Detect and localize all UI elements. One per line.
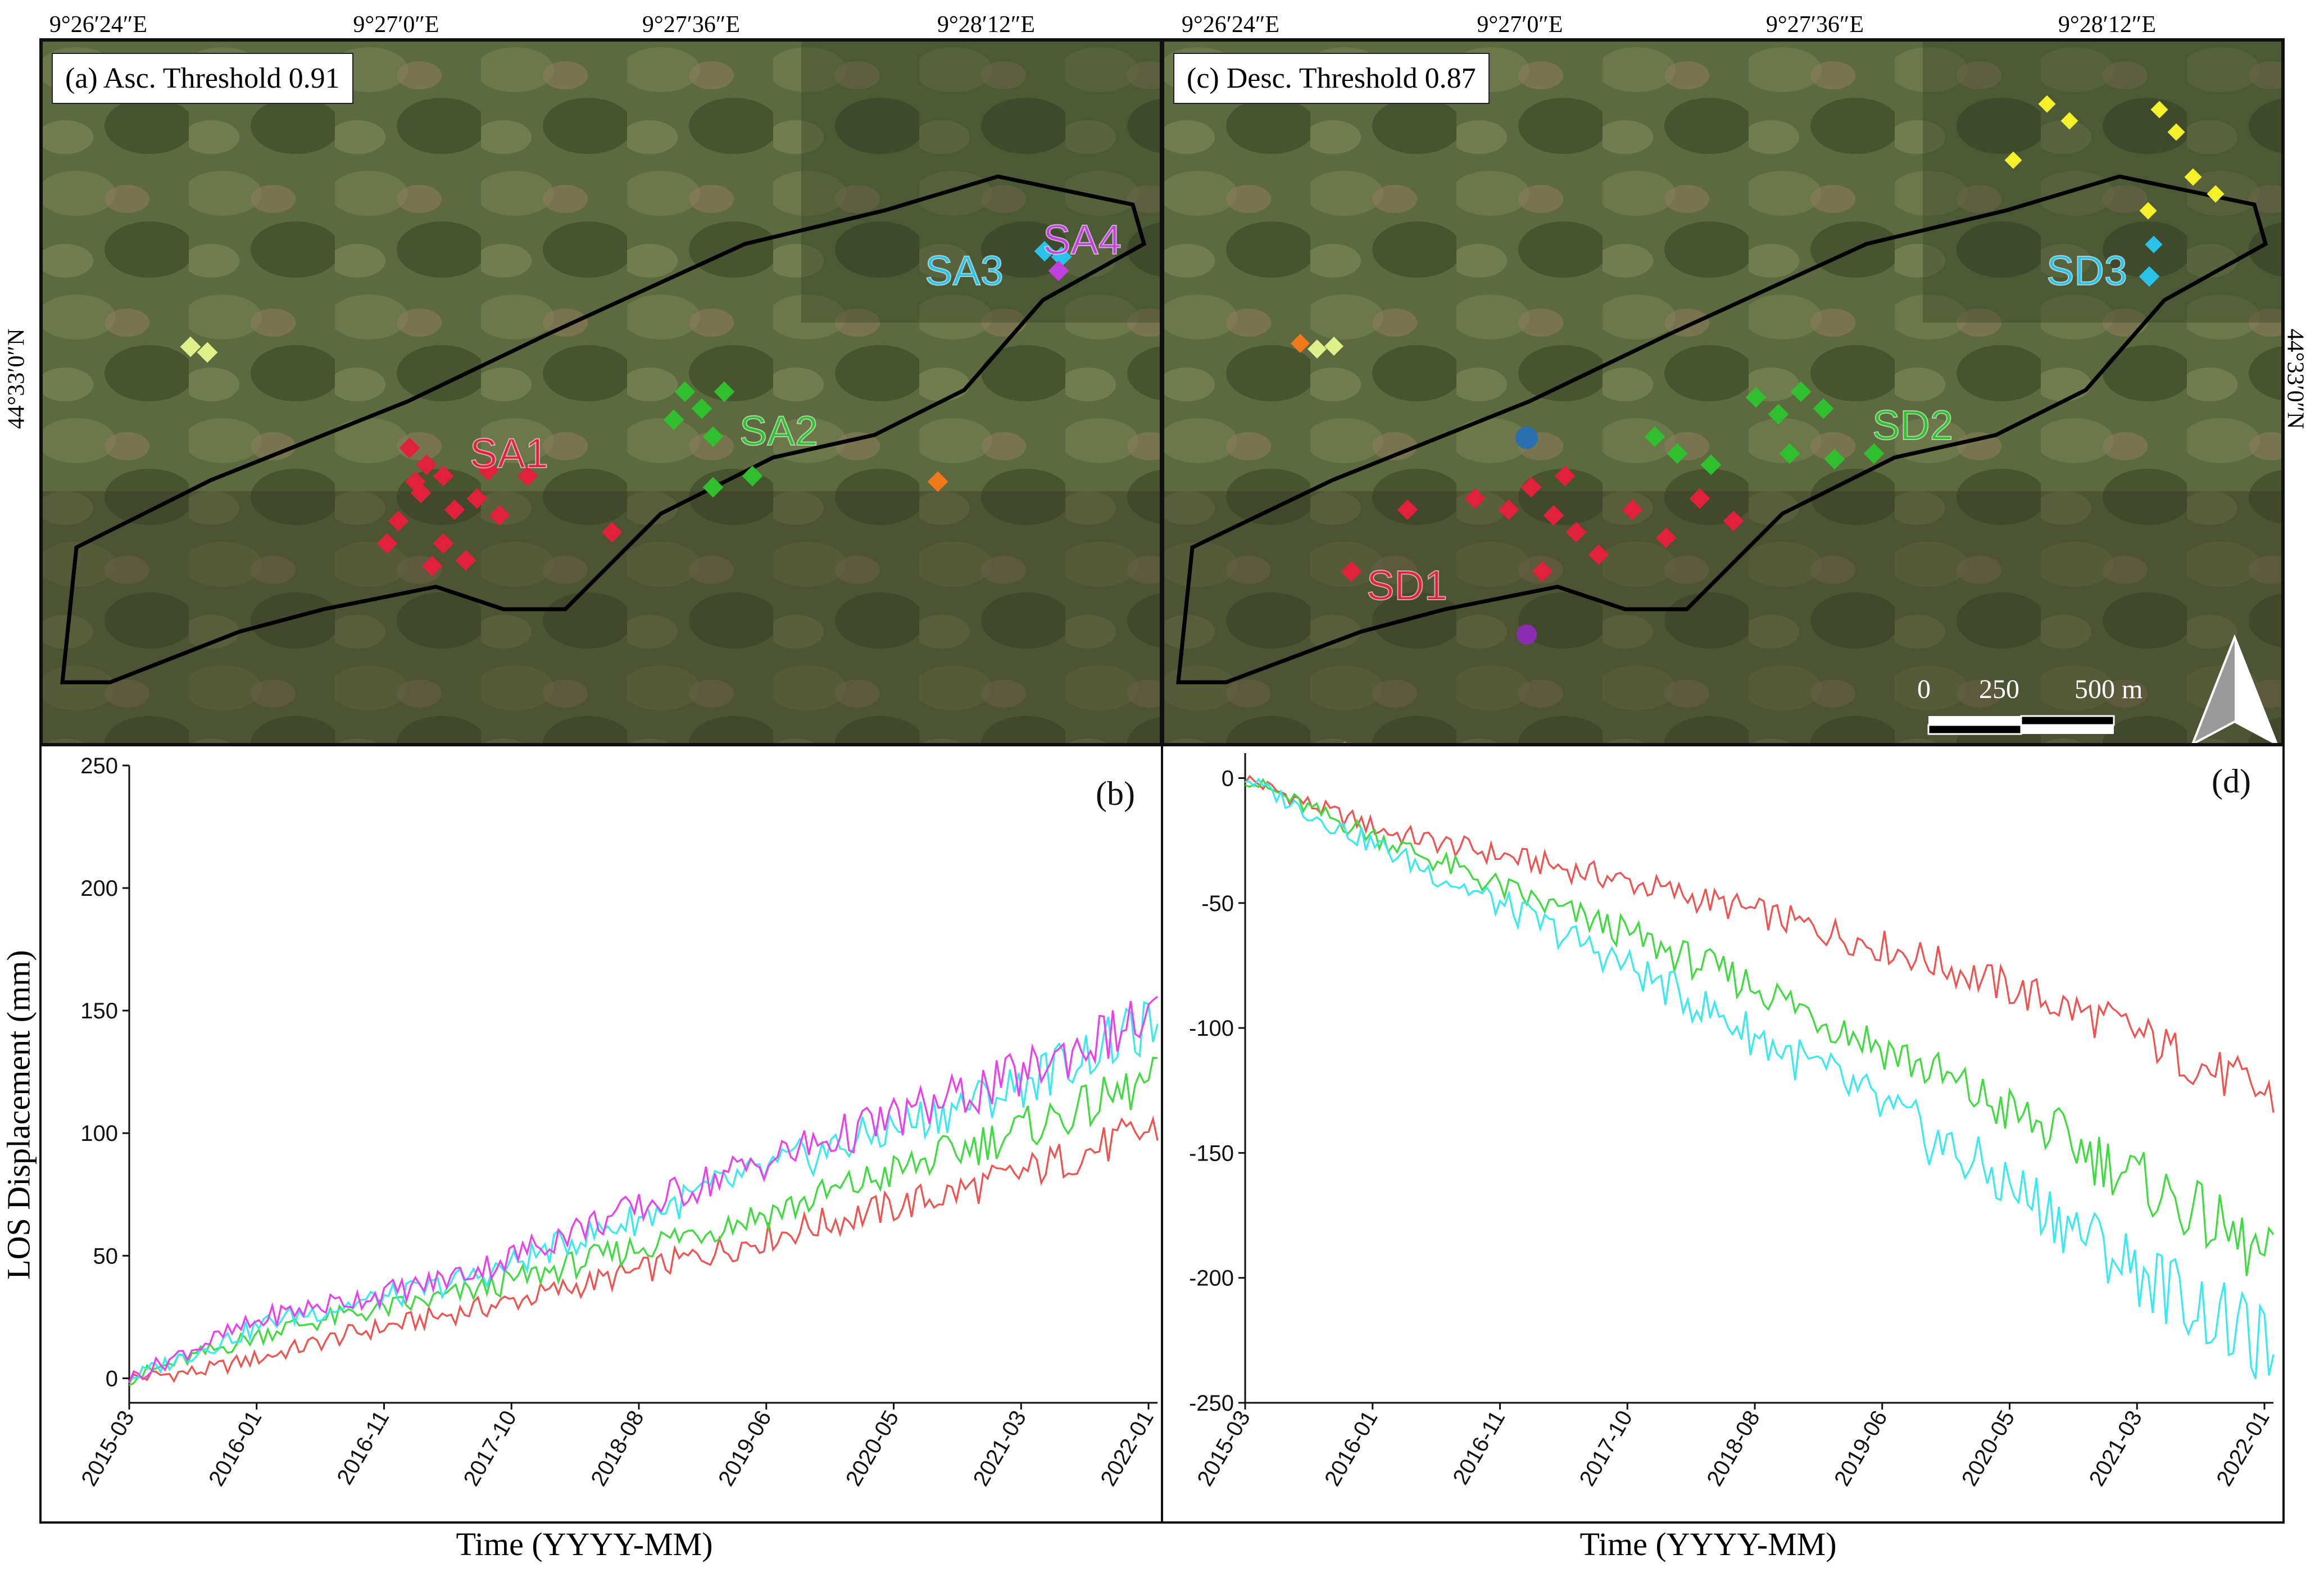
x-tick-label: 2016-11: [332, 1407, 394, 1489]
series-line-SD1: [1244, 774, 2275, 1113]
chart-b: 0 50 100 150 200 250 2015-03 2016-01 2016-11 2017…: [76, 754, 1159, 1490]
cluster-points-c: [1291, 95, 2225, 743]
cluster-points-a: [180, 241, 1072, 577]
scale-bar: [1927, 715, 2115, 735]
panel-c-title: (c) Desc. Threshold 0.87: [1173, 53, 1490, 104]
label-sd2: SD2: [1872, 401, 1954, 449]
x-tick-label: 2017-10: [1575, 1407, 1638, 1490]
lon-label-c1: 9°26′24″E: [1181, 12, 1280, 38]
series-line-SA3: [128, 1001, 1159, 1383]
series-line-SD3: [1245, 777, 2275, 1379]
satellite-map-a: [43, 42, 1160, 743]
x-tick-label: 2018-08: [1702, 1407, 1765, 1490]
label-sa2: SA2: [739, 407, 819, 455]
y-tick-label: 150: [80, 999, 118, 1023]
label-sd3: SD3: [2046, 247, 2128, 294]
lon-label-a3: 9°27′36″E: [642, 12, 741, 38]
series-line-SA1: [128, 1115, 1159, 1384]
lon-label-a4: 9°28′12″E: [937, 12, 1036, 38]
lon-label-a1: 9°26′24″E: [49, 12, 148, 38]
label-sa4: SA4: [1042, 216, 1122, 264]
scale-label-500: 500 m: [2075, 674, 2143, 704]
label-sa3: SA3: [924, 247, 1004, 294]
lat-label-right: 44°33′0″N: [2282, 328, 2308, 429]
panel-a-title: (a) Asc. Threshold 0.91: [52, 53, 353, 104]
scale-label-250: 250: [1979, 674, 2019, 704]
y-tick-label: -200: [1189, 1266, 1234, 1291]
plot-panel-d-frame: [1161, 746, 2285, 1524]
lon-label-a2: 9°27′0″E: [353, 12, 439, 38]
series-line-SA2: [129, 1057, 1158, 1386]
series-line-SA4: [128, 996, 1158, 1383]
satellite-map-c: [1164, 42, 2281, 743]
map-panel-ascending: (a) Asc. Threshold 0.91 SA1 SA2 SA3 SA4: [39, 38, 1163, 746]
series-line-SD2: [1245, 777, 2275, 1276]
y-tick-label: 200: [80, 876, 118, 901]
map-panel-descending: (c) Desc. Threshold 0.87 SD1 SD2 SD3 0 2…: [1161, 38, 2285, 746]
label-sd1: SD1: [1366, 561, 1448, 609]
x-tick-label: 2020-05: [1957, 1407, 2020, 1490]
panel-letter: (b): [1096, 775, 1135, 812]
x-tick-label: 2019-06: [1830, 1407, 1892, 1490]
x-tick-label: 2016-01: [204, 1407, 267, 1490]
x-tick-label: 2019-06: [714, 1407, 777, 1490]
y-tick-label: -150: [1189, 1141, 1234, 1166]
y-tick-label: 0: [106, 1366, 118, 1391]
north-arrow-icon: [2191, 634, 2278, 743]
y-tick-label: -250: [1189, 1391, 1234, 1416]
x-tick-label: 2017-10: [459, 1407, 522, 1490]
label-sa1: SA1: [469, 429, 549, 477]
lat-label-left: 44°33′0″N: [3, 328, 30, 429]
x-tick-label: 2020-05: [841, 1407, 904, 1490]
panel-letter: (d): [2212, 763, 2251, 800]
scale-label-0: 0: [1917, 674, 1931, 704]
x-tick-label: 2015-03: [76, 1407, 139, 1490]
x-axis-title-b: Time (YYYY-MM): [456, 1526, 713, 1562]
y-tick-label: 0: [1222, 766, 1234, 791]
lon-label-c3: 9°27′36″E: [1765, 12, 1864, 38]
x-tick-label: 2016-11: [1448, 1407, 1510, 1489]
x-tick-label: 2016-01: [1320, 1407, 1383, 1490]
lon-label-c2: 9°27′0″E: [1477, 12, 1563, 38]
x-axis-title-d: Time (YYYY-MM): [1579, 1526, 1837, 1562]
x-tick-label: 2015-03: [1192, 1407, 1255, 1490]
y-tick-label: -100: [1189, 1016, 1234, 1041]
y-tick-label: -50: [1201, 891, 1234, 916]
y-tick-label: 250: [80, 754, 118, 778]
x-tick-label: 2018-08: [586, 1407, 649, 1490]
y-tick-label: 100: [80, 1121, 118, 1146]
x-tick-label: 2021-03: [2085, 1407, 2148, 1490]
lon-label-c4: 9°28′12″E: [2058, 12, 2157, 38]
y-axis-title-b: LOS Displacement (mm): [0, 950, 37, 1280]
y-tick-label: 50: [93, 1244, 119, 1268]
x-tick-label: 2021-03: [969, 1407, 1032, 1490]
